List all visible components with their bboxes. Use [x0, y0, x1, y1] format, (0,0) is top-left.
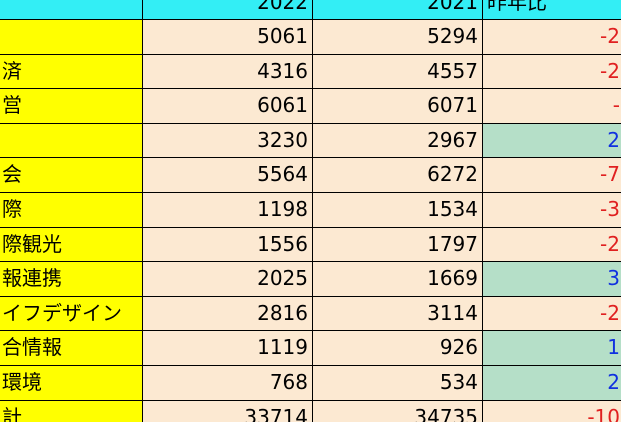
ratio-cell: 2: [483, 123, 621, 159]
header-cell: [0, 0, 143, 20]
value-cell: 33714: [143, 400, 313, 422]
ratio-cell: -: [483, 89, 621, 124]
value-cell: 2967: [313, 123, 483, 159]
label-cell: 際観光: [0, 227, 143, 263]
label-cell: 際: [0, 193, 143, 228]
label-cell: 計: [0, 400, 143, 422]
value-cell: 1198: [143, 193, 313, 228]
value-cell: 34735: [313, 400, 483, 422]
ratio-cell: 3: [483, 262, 621, 297]
label-cell: 営: [0, 89, 143, 124]
label-cell: [0, 20, 143, 55]
ratio-cell: -2: [483, 54, 621, 90]
value-cell: 5294: [313, 20, 483, 55]
value-cell: 1669: [313, 262, 483, 297]
value-cell: 6272: [313, 158, 483, 193]
ratio-cell: -7: [483, 158, 621, 193]
label-cell: 済: [0, 54, 143, 90]
label-cell: [0, 123, 143, 159]
label-cell: 会: [0, 158, 143, 193]
header-cell: 2021: [313, 0, 483, 20]
value-cell: 926: [313, 331, 483, 366]
value-cell: 1556: [143, 227, 313, 263]
label-cell: 環境: [0, 366, 143, 401]
value-cell: 4557: [313, 54, 483, 90]
ratio-cell: -2: [483, 296, 621, 332]
value-cell: 1797: [313, 227, 483, 263]
ratio-cell: -10: [483, 400, 621, 422]
ratio-cell: 2: [483, 366, 621, 401]
value-cell: 4316: [143, 54, 313, 90]
label-cell: イフデザイン: [0, 296, 143, 332]
value-cell: 3114: [313, 296, 483, 332]
ratio-cell: -2: [483, 20, 621, 55]
header-cell: 2022: [143, 0, 313, 20]
label-cell: 合情報: [0, 331, 143, 366]
value-cell: 6061: [143, 89, 313, 124]
value-cell: 1534: [313, 193, 483, 228]
value-cell: 5564: [143, 158, 313, 193]
value-cell: 2816: [143, 296, 313, 332]
value-cell: 534: [313, 366, 483, 401]
value-cell: 2025: [143, 262, 313, 297]
label-cell: 報連携: [0, 262, 143, 297]
ratio-cell: -3: [483, 193, 621, 228]
ratio-cell: -2: [483, 227, 621, 263]
value-cell: 5061: [143, 20, 313, 55]
value-cell: 3230: [143, 123, 313, 159]
ratio-cell: 1: [483, 331, 621, 366]
value-cell: 1119: [143, 331, 313, 366]
value-cell: 6071: [313, 89, 483, 124]
header-cell: 昨年比: [483, 0, 621, 20]
value-cell: 768: [143, 366, 313, 401]
